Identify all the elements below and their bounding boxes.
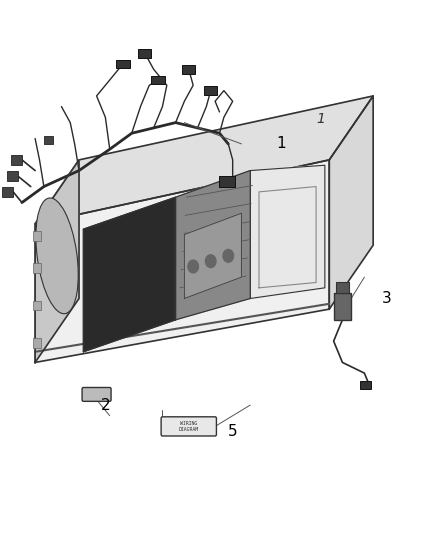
Polygon shape [175,171,250,320]
Polygon shape [328,96,372,309]
Bar [2,187,13,197]
Bar [11,155,22,165]
Text: 1: 1 [276,136,286,151]
Bar [33,263,41,273]
Circle shape [223,249,233,262]
Bar [219,176,234,187]
Bar [333,293,350,320]
Polygon shape [250,165,324,298]
Bar [138,49,151,58]
Circle shape [205,255,215,268]
Bar [182,65,195,74]
Polygon shape [35,96,372,224]
Ellipse shape [36,198,78,314]
Polygon shape [83,197,175,352]
Text: 1: 1 [315,111,324,126]
Bar [151,76,164,84]
Bar [204,86,217,95]
Text: 2: 2 [101,398,110,413]
Bar [33,338,41,348]
Bar [33,231,41,241]
Bar [335,282,348,293]
Polygon shape [35,160,79,362]
Bar [33,301,41,310]
Polygon shape [35,160,329,362]
Bar [7,171,18,181]
Circle shape [187,260,198,273]
Bar [44,136,53,144]
Bar [116,60,129,68]
FancyBboxPatch shape [161,417,216,436]
Text: 3: 3 [381,291,391,306]
FancyBboxPatch shape [82,387,111,401]
Bar [359,381,370,389]
Text: 5: 5 [228,424,237,439]
Polygon shape [184,213,241,298]
Text: WIRING
DIAGRAM: WIRING DIAGRAM [178,421,198,432]
